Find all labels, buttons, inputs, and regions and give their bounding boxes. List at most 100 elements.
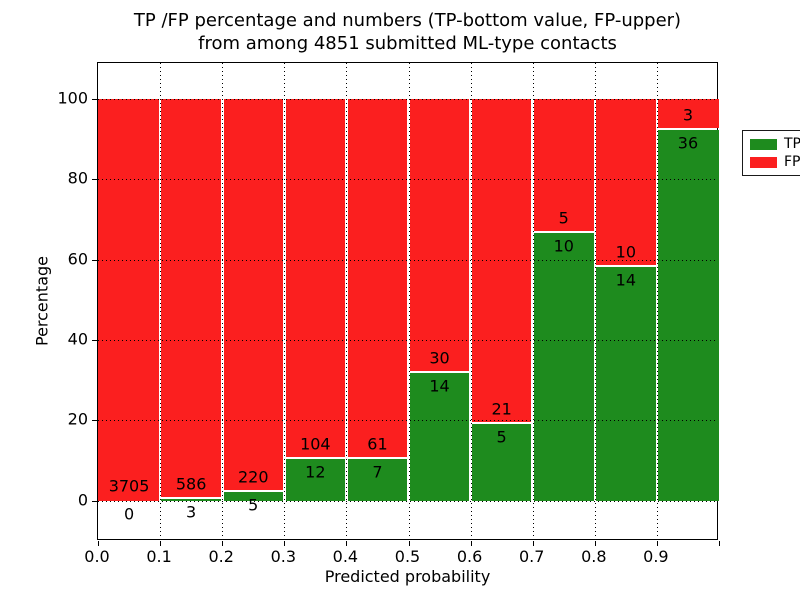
tp-count-label: 10	[553, 236, 574, 256]
fp-bar-segment	[223, 99, 283, 490]
y-tick-mark	[92, 259, 97, 261]
legend: TP FP	[742, 130, 800, 176]
tp-count-label: 7	[372, 462, 383, 482]
legend-label-tp: TP	[784, 136, 800, 152]
tp-bar-segment	[161, 498, 221, 501]
y-tick-label: 80	[67, 168, 88, 188]
fp-count-label: 3705	[108, 476, 150, 496]
x-tick-label: 0.8	[581, 547, 607, 566]
chart-title-line1: TP /FP percentage and numbers (TP-bottom…	[133, 10, 682, 31]
y-tick-label: 100	[57, 88, 88, 108]
x-tick-label: 0.4	[332, 547, 359, 566]
x-tick-label: 0.6	[456, 547, 483, 566]
fp-count-label: 30	[429, 348, 450, 368]
plot-area: 3705 0 586 3 220 5 104 12 61 7 30 14 21 5 5 10 10 14 3 36 T…	[92, 62, 800, 546]
x-tick-mark	[222, 541, 224, 546]
tp-bar-segment	[223, 491, 283, 501]
x-tick-mark	[594, 541, 596, 546]
tp-count-label: 12	[305, 462, 326, 482]
x-tick-mark	[98, 541, 99, 546]
fp-count-label: 104	[300, 434, 331, 454]
y-tick-label: 0	[77, 490, 88, 510]
x-tick-mark	[408, 541, 410, 546]
tp-color-swatch	[750, 138, 777, 150]
fp-bar-segment	[347, 99, 408, 458]
x-tick-label: 0.2	[208, 547, 234, 566]
x-tick-label: 0.0	[84, 547, 110, 566]
tp-bar-segment	[534, 233, 594, 501]
y-tick-label: 20	[67, 409, 88, 429]
x-tick-mark	[719, 541, 720, 546]
y-axis-label: Percentage	[32, 255, 52, 347]
legend-entry-fp: FP	[750, 155, 800, 169]
x-tick-mark	[160, 541, 162, 546]
x-gridline	[656, 63, 658, 539]
fp-color-swatch	[750, 156, 777, 168]
fp-bar-segment	[285, 99, 346, 458]
y-tick-mark	[92, 340, 97, 342]
x-gridline	[346, 63, 348, 539]
fp-count-label: 10	[615, 242, 637, 262]
y-gridline	[98, 340, 717, 342]
tp-count-label: 36	[677, 133, 699, 153]
y-tick-mark	[92, 179, 97, 181]
x-gridline	[532, 63, 534, 539]
tp-count-label: 3	[186, 502, 197, 522]
fp-count-label: 3	[682, 105, 694, 125]
fp-count-label: 5	[558, 208, 569, 228]
tp-count-label: 14	[429, 376, 450, 396]
fp-bar-segment	[98, 99, 159, 501]
tp-bar-segment	[347, 459, 408, 501]
fp-count-label: 21	[491, 399, 512, 419]
y-tick-mark	[92, 99, 97, 101]
fp-bar-segment	[534, 99, 594, 232]
fp-count-label: 586	[175, 474, 207, 494]
fp-bar-segment	[596, 99, 656, 265]
fp-bar-segment	[409, 99, 470, 371]
y-tick-label: 40	[67, 329, 88, 349]
tp-bar-segment	[596, 266, 656, 501]
x-gridline	[470, 63, 472, 539]
x-tick-label: 0.1	[146, 547, 172, 566]
x-tick-mark	[470, 541, 472, 546]
y-gridline	[98, 259, 717, 261]
tp-bar-segment	[658, 130, 719, 501]
y-gridline	[98, 99, 717, 101]
y-gridline	[98, 420, 717, 422]
y-gridline	[98, 179, 717, 181]
y-tick-label: 60	[67, 249, 88, 269]
x-tick-mark	[284, 541, 286, 546]
chart-title-line2: from among 4851 submitted ML-type contac…	[198, 33, 617, 54]
tp-bar-segment	[409, 373, 470, 501]
fp-bar-segment	[658, 99, 719, 129]
y-gridline	[98, 500, 717, 502]
tp-bar-segment	[285, 459, 346, 501]
x-tick-mark	[346, 541, 348, 546]
fp-count-label: 220	[237, 467, 269, 487]
fp-count-label: 61	[367, 434, 388, 454]
tp-count-label: 14	[615, 270, 637, 290]
x-gridline	[160, 63, 162, 539]
tp-count-label: 5	[248, 495, 259, 515]
x-axis-label: Predicted probability	[324, 567, 491, 586]
tp-count-label: 0	[123, 504, 135, 524]
x-tick-label: 0.5	[394, 547, 421, 566]
chart-title: TP /FP percentage and numbers (TP-bottom…	[97, 9, 718, 55]
fp-bar-segment	[161, 99, 221, 497]
x-tick-label: 0.9	[643, 547, 669, 566]
tp-bar-segment	[471, 423, 532, 501]
x-tick-label: 0.3	[270, 547, 297, 566]
x-gridline	[594, 63, 596, 539]
legend-label-fp: FP	[784, 154, 800, 170]
x-gridline	[284, 63, 286, 539]
tp-count-label: 5	[496, 427, 507, 447]
y-tick-mark	[92, 420, 97, 422]
legend-entry-tp: TP	[750, 137, 800, 151]
x-tick-mark	[532, 541, 534, 546]
y-tick-mark	[92, 500, 97, 502]
x-tick-label: 0.7	[518, 547, 545, 566]
x-gridline	[408, 63, 410, 539]
x-tick-mark	[656, 541, 658, 546]
x-gridline	[222, 63, 224, 539]
